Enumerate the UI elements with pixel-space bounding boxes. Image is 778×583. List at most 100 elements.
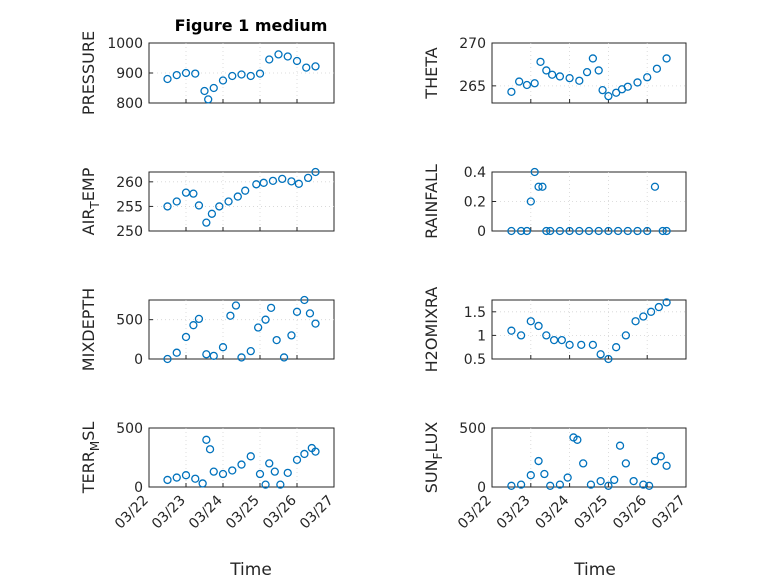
x-axis-label-left: Time xyxy=(229,560,272,580)
data-point-2-17 xyxy=(623,82,632,91)
data-point-2-7 xyxy=(555,72,565,81)
y-tick-label-4-0: 0 xyxy=(477,224,486,240)
data-point-7-8 xyxy=(218,469,228,479)
data-point-7-18 xyxy=(292,455,302,465)
data-point-8-13 xyxy=(604,481,613,490)
data-point-8-22 xyxy=(662,461,671,470)
data-point-7-9 xyxy=(228,466,237,475)
data-point-8-9 xyxy=(573,435,582,444)
data-point-1-16 xyxy=(302,63,311,72)
x-tick-label-7-0: 03/22 xyxy=(112,493,152,533)
data-point-8-5 xyxy=(546,481,555,490)
data-point-1-13 xyxy=(274,50,283,59)
data-point-2-5 xyxy=(542,66,551,75)
data-point-6-10 xyxy=(596,350,605,359)
data-point-3-5 xyxy=(202,218,211,227)
data-point-4-11 xyxy=(575,226,584,236)
y-tick-label-3-2: 260 xyxy=(116,175,143,191)
data-point-5-4 xyxy=(194,314,204,324)
data-point-8-10 xyxy=(579,459,588,468)
x-tick-label-7-1: 03/23 xyxy=(149,493,189,533)
data-point-1-6 xyxy=(209,83,218,93)
data-point-2-14 xyxy=(604,91,613,101)
data-point-5-9 xyxy=(231,301,241,310)
y-axis-label-8: SUNFLUX xyxy=(422,422,445,494)
x-tick-label-8-1: 03/23 xyxy=(494,493,534,533)
data-point-3-18 xyxy=(311,167,320,177)
data-point-5-12 xyxy=(253,323,263,332)
data-point-4-7 xyxy=(542,226,551,236)
data-point-5-0 xyxy=(163,354,172,364)
data-point-5-14 xyxy=(266,303,276,313)
y-axis-label-1: PRESSURE xyxy=(79,31,98,115)
data-point-7-10 xyxy=(237,460,246,469)
data-point-3-14 xyxy=(278,174,287,184)
data-point-2-1 xyxy=(515,77,524,86)
data-point-8-0 xyxy=(507,481,516,490)
data-point-5-10 xyxy=(237,353,246,362)
data-point-8-18 xyxy=(639,480,648,489)
data-point-6-15 xyxy=(639,312,648,321)
data-point-7-1 xyxy=(172,473,181,482)
data-point-3-11 xyxy=(252,180,261,189)
data-point-4-0 xyxy=(507,226,516,236)
data-point-2-10 xyxy=(582,67,592,77)
data-point-3-10 xyxy=(241,186,250,195)
data-point-3-4 xyxy=(194,201,204,210)
data-point-2-3 xyxy=(530,79,539,88)
data-point-3-0 xyxy=(163,202,172,211)
data-point-5-8 xyxy=(226,311,235,320)
data-point-4-1 xyxy=(516,226,526,236)
data-point-1-1 xyxy=(172,70,181,80)
y-axis-label-3: AIRTEMP xyxy=(79,167,102,235)
y-tick-label-8-0: 0 xyxy=(477,480,486,496)
data-point-1-12 xyxy=(265,55,274,64)
data-point-7-13 xyxy=(261,480,270,489)
y-tick-label-1-0: 800 xyxy=(116,96,143,112)
y-tick-label-8-1: 500 xyxy=(459,421,486,437)
y-tick-label-3-1: 255 xyxy=(116,199,143,215)
y-tick-label-6-1: 1 xyxy=(477,328,486,344)
data-point-1-9 xyxy=(237,70,246,79)
data-point-4-10 xyxy=(565,226,574,236)
data-point-8-11 xyxy=(586,480,596,489)
data-point-8-1 xyxy=(516,480,526,489)
data-point-5-5 xyxy=(202,350,211,359)
data-point-4-12 xyxy=(584,226,594,236)
data-point-7-3 xyxy=(191,474,200,483)
data-point-8-7 xyxy=(563,473,572,482)
data-point-4-3 xyxy=(526,197,535,206)
data-point-4-13 xyxy=(594,226,603,236)
data-point-3-6 xyxy=(207,209,217,218)
y-tick-label-5-1: 500 xyxy=(116,313,143,329)
y-tick-label-7-1: 500 xyxy=(116,421,143,437)
y-tick-label-7-0: 0 xyxy=(134,480,143,496)
data-point-8-16 xyxy=(621,459,631,468)
data-point-6-13 xyxy=(621,331,631,340)
data-point-3-17 xyxy=(303,173,313,183)
y-axis-label-6: H2OMIXRA xyxy=(422,287,441,373)
data-point-6-2 xyxy=(526,317,535,326)
x-axis-label-right: Time xyxy=(573,560,616,580)
data-point-2-4 xyxy=(536,57,545,67)
data-point-2-11 xyxy=(588,54,598,63)
data-point-5-16 xyxy=(279,353,289,362)
y-tick-label-2-0: 265 xyxy=(459,79,486,95)
data-point-8-15 xyxy=(615,441,625,450)
data-point-5-6 xyxy=(209,351,218,361)
data-point-7-6 xyxy=(205,445,215,454)
data-point-3-7 xyxy=(215,202,224,211)
data-point-6-6 xyxy=(557,335,566,345)
y-tick-label-3-0: 250 xyxy=(116,224,143,240)
data-point-2-8 xyxy=(565,73,574,83)
data-point-4-21 xyxy=(662,226,671,236)
y-axis-label-7: TERRMSL xyxy=(79,422,102,495)
data-point-6-14 xyxy=(631,317,640,326)
data-point-1-14 xyxy=(283,52,292,61)
data-point-4-4 xyxy=(530,167,539,177)
data-point-6-9 xyxy=(588,340,598,349)
x-tick-label-8-4: 03/26 xyxy=(610,492,650,532)
x-tick-label-8-3: 03/25 xyxy=(571,493,611,533)
data-point-6-1 xyxy=(516,331,526,340)
data-point-5-11 xyxy=(246,346,255,356)
